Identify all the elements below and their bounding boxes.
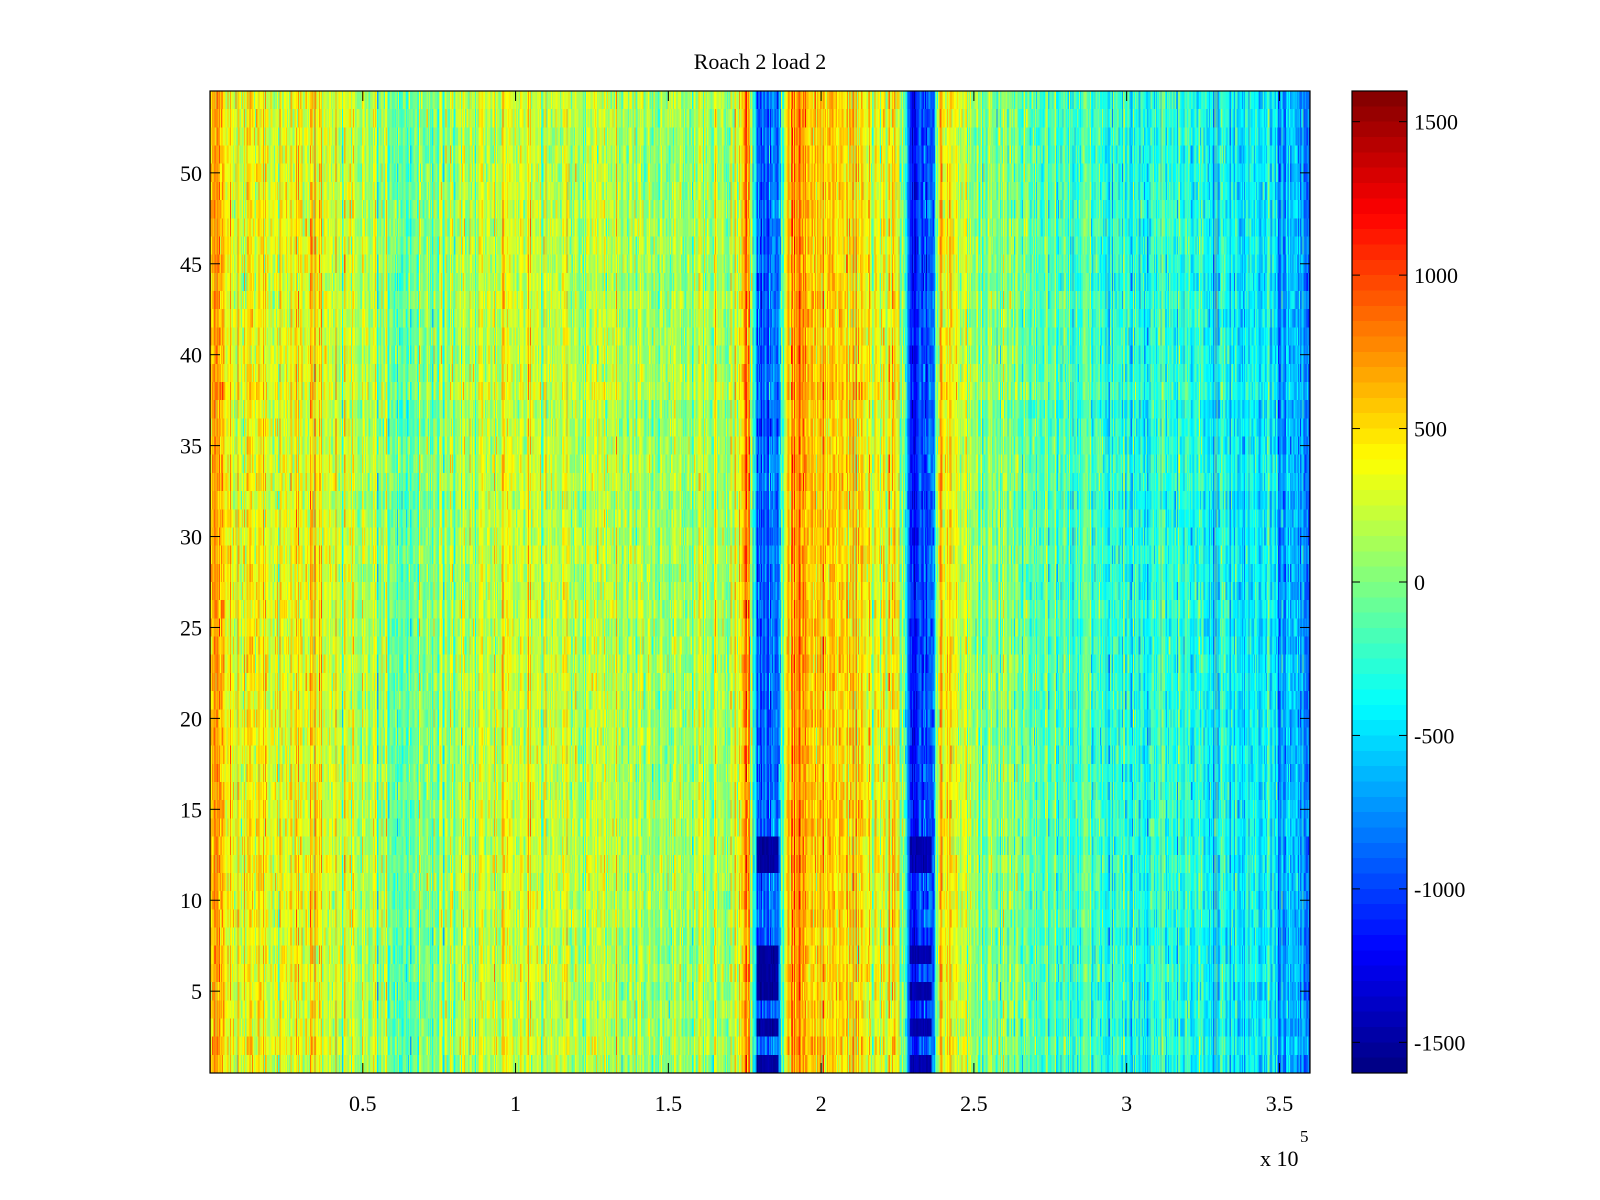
y-tick-label: 25 [180, 615, 202, 640]
y-tick-label: 45 [180, 252, 202, 277]
x-tick-label: 1 [510, 1091, 521, 1116]
x-tick-label: 2.5 [960, 1091, 988, 1116]
colorbar-tick-label: -500 [1414, 723, 1454, 748]
y-tick-label: 50 [180, 161, 202, 186]
y-tick-label: 30 [180, 525, 202, 550]
x-multiplier-label: x 10 [1260, 1146, 1299, 1171]
y-tick-label: 40 [180, 343, 202, 368]
colorbar-tick-label: 1000 [1414, 263, 1458, 288]
x-multiplier-exponent: 5 [1300, 1127, 1309, 1146]
colorbar-tick-label: -1500 [1414, 1030, 1465, 1055]
colorbar: 1500 1000 500 0 -500 -1000 -1500 [1351, 90, 1465, 1074]
x-axis: 0.5 1 1.5 2 2.5 3 3.5 [349, 91, 1293, 1116]
heatmap-area [209, 90, 1311, 1074]
y-tick-label: 10 [180, 888, 202, 913]
colorbar-tick-label: -1000 [1414, 877, 1465, 902]
x-multiplier-base: x 10 [1260, 1146, 1299, 1171]
y-tick-label: 20 [180, 706, 202, 731]
x-tick-label: 2 [816, 1091, 827, 1116]
colorbar-image [1352, 91, 1407, 1073]
colorbar-tick-label: 1500 [1414, 110, 1458, 135]
x-tick-label: 3.5 [1266, 1091, 1294, 1116]
y-tick-label: 35 [180, 434, 202, 459]
plot-frame [209, 90, 1311, 1074]
colorbar-tick-label: 500 [1414, 417, 1447, 442]
heatmap-image [210, 91, 1310, 1073]
x-tick-label: 3 [1121, 1091, 1132, 1116]
y-axis: 5 10 15 20 25 30 35 40 45 50 [180, 161, 1310, 1004]
chart-title: Roach 2 load 2 [694, 49, 827, 74]
y-tick-label: 5 [191, 979, 202, 1004]
x-tick-label: 1.5 [655, 1091, 683, 1116]
colorbar-ticks: 1500 1000 500 0 -500 -1000 -1500 [1352, 110, 1465, 1055]
colorbar-tick-label: 0 [1414, 570, 1425, 595]
x-tick-label: 0.5 [349, 1091, 377, 1116]
y-tick-label: 15 [180, 797, 202, 822]
